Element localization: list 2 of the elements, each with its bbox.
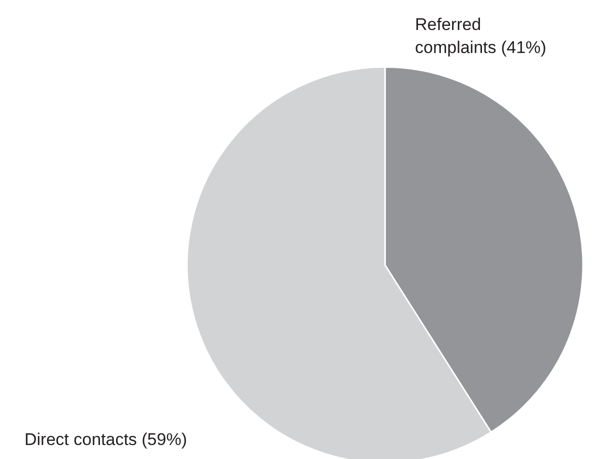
slice-label: Direct contacts (59%) bbox=[24, 430, 187, 449]
slice-label: Referred complaints (41%) bbox=[415, 15, 546, 57]
